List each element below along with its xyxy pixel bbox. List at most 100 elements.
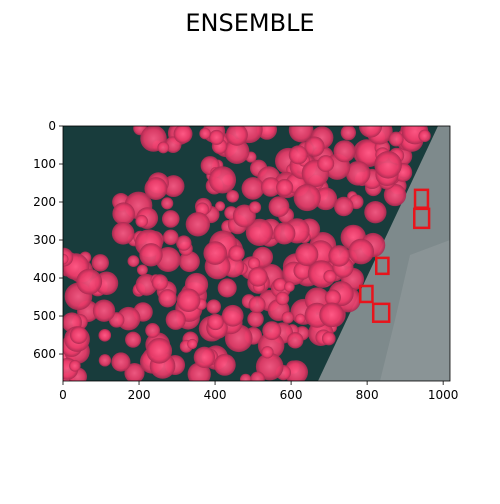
tree-canopy (247, 257, 261, 270)
chart-title: ENSEMBLE (185, 9, 314, 37)
tree-canopy (288, 126, 314, 143)
tree-canopy (248, 296, 266, 314)
tree-canopy (151, 274, 169, 291)
tree-canopy (161, 210, 180, 228)
tree-canopy (248, 266, 268, 287)
y-tick-label: 0 (48, 119, 56, 133)
detection-box (413, 207, 431, 230)
tree-canopy (193, 346, 216, 368)
tree-canopy (127, 255, 140, 268)
tree-canopy (215, 201, 226, 212)
tree-canopy (295, 313, 306, 324)
tree-canopy (213, 353, 236, 376)
tree-canopy (295, 242, 319, 266)
tree-canopy (321, 331, 336, 346)
tree-canopy (358, 126, 383, 138)
tree-canopy (69, 326, 88, 344)
x-tick-label: 0 (59, 388, 67, 402)
tree-canopy (208, 166, 237, 194)
tree-canopy (207, 313, 224, 331)
tree-canopy (199, 127, 211, 140)
tree-canopy (112, 202, 135, 225)
y-tick-label: 200 (33, 195, 56, 209)
tree-canopy (319, 302, 345, 328)
tree-canopy (239, 373, 252, 381)
x-tick-label: 600 (280, 388, 303, 402)
tree-canopy (225, 126, 248, 146)
tree-canopy (221, 304, 244, 327)
tree-canopy (162, 229, 179, 246)
tree-canopy (418, 129, 431, 143)
tree-canopy (328, 245, 350, 267)
tree-canopy (157, 141, 170, 154)
tree-canopy (288, 145, 308, 165)
tree-canopy (111, 352, 131, 372)
tree-canopy (125, 331, 142, 348)
tree-canopy (275, 291, 290, 306)
x-tick-label: 400 (204, 388, 227, 402)
tree-canopy (145, 323, 160, 338)
x-tick-label: 800 (356, 388, 379, 402)
tree-canopy (124, 362, 145, 381)
y-tick-label: 400 (33, 271, 56, 285)
tree-canopy (135, 214, 148, 228)
aerial-image (63, 126, 450, 381)
tree-canopy (241, 177, 265, 200)
tree-canopy (146, 337, 173, 364)
tree-canopy (304, 136, 325, 157)
tree-canopy (176, 288, 201, 312)
tree-canopy (217, 278, 237, 298)
tree-canopy (262, 321, 282, 341)
tree-canopy (91, 254, 109, 272)
y-tick-label: 300 (33, 233, 56, 247)
tree-canopy (314, 187, 338, 211)
tree-canopy (324, 289, 341, 306)
tree-canopy (284, 281, 295, 292)
y-tick-label: 600 (33, 347, 56, 361)
tree-canopy (276, 179, 294, 197)
tree-canopy (173, 126, 193, 144)
tree-canopy (161, 197, 174, 210)
tree-canopy (255, 352, 284, 381)
tree-canopy (76, 268, 103, 295)
tree-canopy (158, 289, 177, 308)
tree-canopy (323, 269, 337, 284)
tree-canopy (348, 238, 374, 265)
tree-canopy (383, 183, 407, 207)
tree-canopy (187, 338, 198, 350)
tree-canopy (139, 243, 163, 267)
tree-canopy (165, 309, 186, 330)
tree-canopy (388, 131, 404, 147)
tree-canopy (63, 253, 69, 265)
tree-canopy (317, 155, 335, 173)
tree-canopy (226, 189, 239, 203)
detection-box (374, 256, 390, 276)
tree-canopy (250, 371, 265, 381)
tree-canopy (203, 241, 228, 265)
tree-canopy (247, 310, 264, 328)
tree-canopy (111, 222, 135, 245)
tree-canopy (178, 251, 200, 273)
tree-canopy (340, 126, 357, 141)
tree-canopy (374, 151, 402, 179)
tree-canopy (176, 235, 192, 251)
tree-canopy (268, 196, 290, 218)
detection-box (371, 302, 391, 323)
tree-canopy (293, 261, 312, 280)
detection-box (359, 284, 374, 304)
tree-canopy (136, 264, 148, 276)
tree-canopy (273, 277, 287, 292)
tree-canopy (209, 129, 225, 145)
tree-canopy (144, 177, 168, 201)
tree-canopy (333, 140, 356, 163)
tree-canopy (345, 160, 371, 186)
tree-canopy (281, 311, 294, 324)
tree-canopy (228, 245, 245, 262)
tree-canopy (334, 196, 354, 217)
x-tick-label: 200 (128, 388, 151, 402)
tree-canopy (293, 184, 321, 212)
axes-frame (62, 125, 451, 382)
tree-canopy (98, 354, 112, 367)
tree-canopy (224, 138, 250, 164)
